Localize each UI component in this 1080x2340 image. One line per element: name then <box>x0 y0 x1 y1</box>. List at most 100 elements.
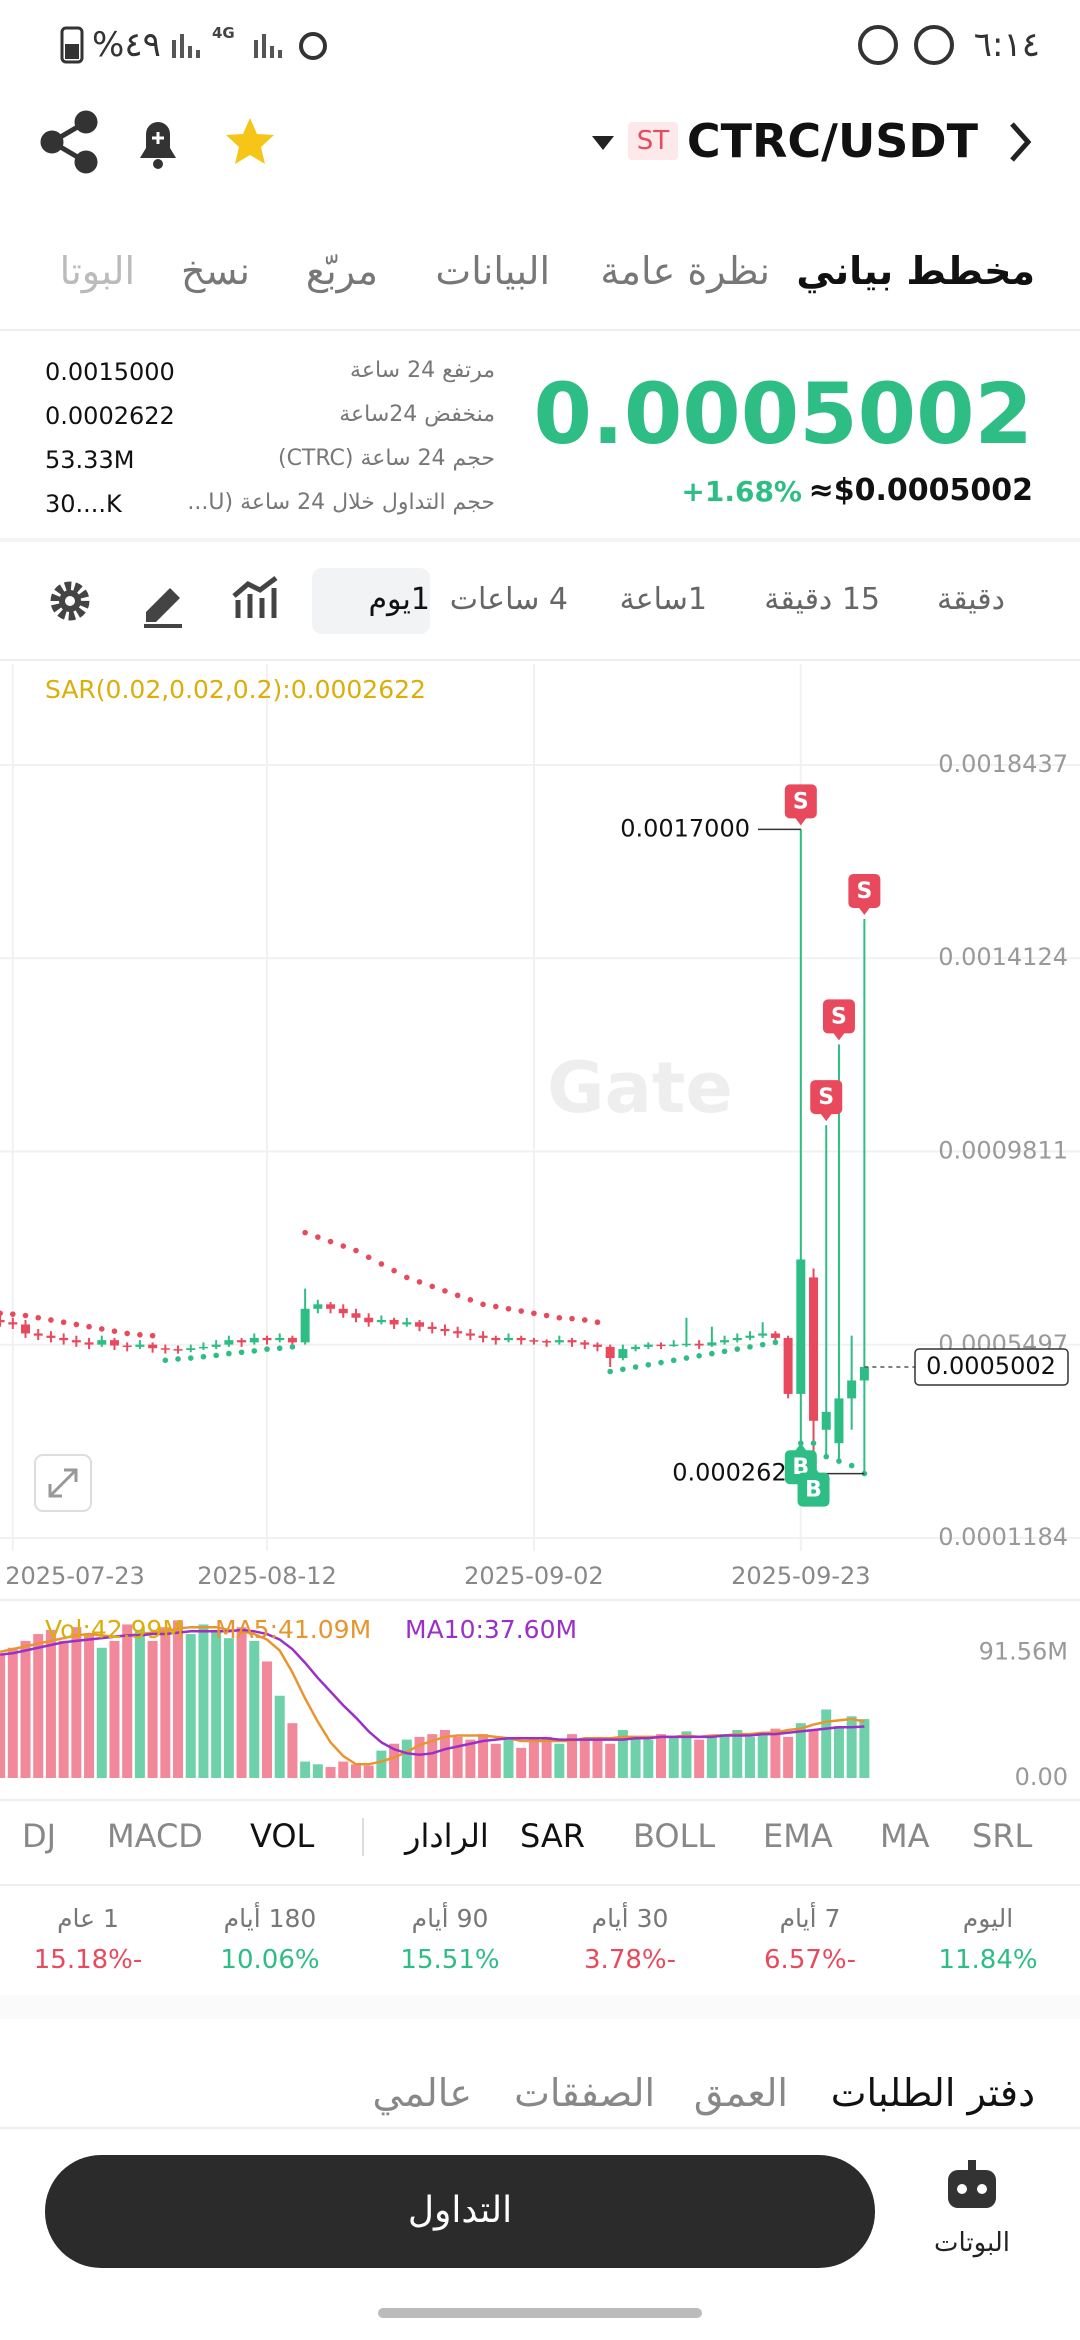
volume-bar <box>185 1634 196 1778</box>
sar-dot <box>10 1311 16 1317</box>
candle-body <box>669 1344 679 1347</box>
tab[interactable]: نسخ <box>180 249 250 293</box>
volume-bar <box>465 1739 476 1778</box>
volume-bar <box>414 1736 425 1778</box>
indicator-tab[interactable]: MA <box>880 1817 930 1855</box>
candle-body <box>211 1344 221 1347</box>
timeframe[interactable]: 4 ساعات <box>449 582 568 617</box>
indicator-tab[interactable]: EMA <box>763 1817 833 1855</box>
y-tick-label: 0.0009811 <box>938 1136 1068 1164</box>
candle-body <box>84 1342 94 1345</box>
sar-dot <box>620 1366 626 1373</box>
sar-dot <box>658 1359 664 1366</box>
tab[interactable]: البوتا <box>59 249 135 293</box>
signal-icon <box>172 34 282 58</box>
indicator-icon[interactable] <box>232 576 278 618</box>
candle-body <box>427 1326 437 1329</box>
candle-body <box>389 1319 399 1325</box>
sar-dot <box>848 1462 855 1469</box>
order-tab[interactable]: دفتر الطلبات <box>830 2071 1035 2115</box>
settings-icon[interactable] <box>50 581 90 621</box>
stat-label: منخفض 24ساعة <box>339 402 495 427</box>
volume-bar <box>744 1736 755 1778</box>
trade-marker-pointer <box>794 1443 807 1452</box>
volume-bar <box>770 1728 781 1778</box>
volume-bar <box>147 1640 158 1778</box>
volume-bar <box>58 1640 69 1778</box>
volume-bar <box>376 1750 387 1778</box>
bots-icon[interactable] <box>948 2160 996 2208</box>
next-icon[interactable] <box>1010 122 1032 162</box>
candle-body <box>148 1344 158 1349</box>
volume-bar <box>262 1661 272 1778</box>
candle-body <box>237 1340 247 1343</box>
indicator-tab[interactable]: MACD <box>107 1817 203 1855</box>
ma5-label: MA5:41.09M <box>215 1615 372 1644</box>
timeframe[interactable]: 1ساعة <box>619 582 707 617</box>
sar-dot <box>785 1338 791 1344</box>
sar-dot <box>709 1350 715 1357</box>
network-type: 4G <box>212 24 235 42</box>
ma10-label: MA10:37.60M <box>405 1615 578 1644</box>
candle-body <box>580 1342 590 1345</box>
timeframe[interactable]: 1يوم <box>368 582 430 617</box>
sar-dot <box>315 1234 321 1240</box>
trade-marker-label: S <box>856 879 872 904</box>
trade-button[interactable] <box>45 2155 875 2268</box>
trade-button-label[interactable]: التداول <box>407 2190 513 2231</box>
indicator-tab[interactable]: DJ <box>22 1817 57 1855</box>
volume-bar <box>363 1765 374 1778</box>
order-tab[interactable]: عالمي <box>372 2071 472 2115</box>
volume-bar <box>122 1624 133 1778</box>
sar-dot <box>149 1332 156 1339</box>
candle-body <box>0 1319 5 1323</box>
bots-label[interactable]: البوتات <box>933 2228 1011 2258</box>
tab[interactable]: البيانات <box>435 249 550 293</box>
bell-icon[interactable] <box>140 122 176 169</box>
volume-bar <box>109 1640 120 1778</box>
timeframe[interactable]: 15 دقيقة <box>764 582 880 617</box>
x-tick-label: 2025-07-23 <box>5 1562 144 1590</box>
sar-dot <box>696 1353 702 1359</box>
volume-bar <box>503 1736 514 1778</box>
draw-icon[interactable] <box>144 588 182 628</box>
order-tab[interactable]: الصفقات <box>514 2071 655 2115</box>
candle-body <box>287 1337 297 1343</box>
volume-bar <box>592 1736 603 1778</box>
battery-text: %٤٩ <box>92 25 161 65</box>
indicator-tab[interactable]: VOL <box>250 1817 315 1855</box>
favorite-icon[interactable] <box>226 118 274 164</box>
order-tab[interactable]: العمق <box>693 2071 788 2115</box>
candle-body <box>770 1333 780 1338</box>
tab[interactable]: مخطط بياني <box>796 249 1035 293</box>
x-tick-label: 2025-08-12 <box>197 1562 336 1590</box>
candle-body <box>46 1335 56 1338</box>
candle-body <box>643 1344 653 1347</box>
share-icon[interactable] <box>40 110 98 174</box>
volume-bar <box>554 1743 565 1778</box>
volume-bar <box>757 1732 768 1778</box>
period-label: 1 عام <box>57 1904 119 1933</box>
volume-bar <box>656 1734 667 1778</box>
timeframe[interactable]: دقيقة <box>936 582 1005 617</box>
sar-dot <box>175 1356 181 1362</box>
sar-dot <box>594 1319 601 1326</box>
tab[interactable]: مربّع <box>305 249 378 293</box>
candle-body <box>503 1337 513 1341</box>
indicator-tab[interactable]: SAR <box>520 1817 586 1855</box>
volume-bar <box>617 1730 628 1778</box>
candle-body <box>59 1337 69 1341</box>
last-price-box <box>914 1348 1069 1386</box>
tab[interactable]: نظرة عامة <box>600 249 770 293</box>
indicator-tab[interactable]: الرادار <box>405 1817 489 1855</box>
sar-dot <box>48 1317 54 1323</box>
dropdown-icon[interactable] <box>592 136 614 150</box>
candle-body <box>516 1337 526 1341</box>
candle-body <box>198 1346 208 1349</box>
candle-body <box>186 1348 196 1351</box>
indicator-tab[interactable]: BOLL <box>633 1817 716 1855</box>
pair-name[interactable]: CTRC/USDT <box>686 114 978 168</box>
volume-bar <box>45 1629 56 1778</box>
indicator-tab[interactable]: SRL <box>972 1817 1033 1855</box>
app-icon <box>914 25 954 65</box>
